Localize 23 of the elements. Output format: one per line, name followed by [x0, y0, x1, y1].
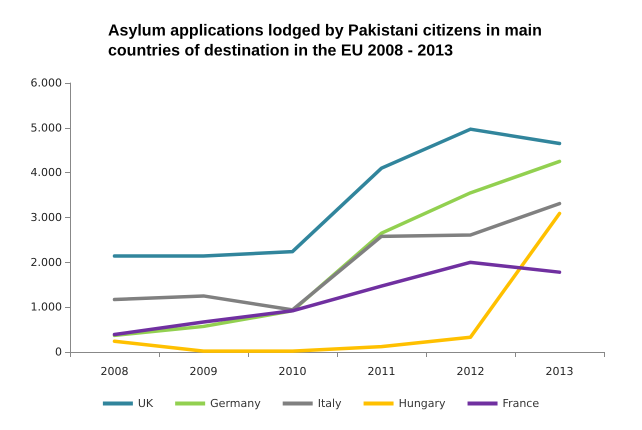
- line-series: [112, 260, 562, 336]
- x-tick-label: 2012: [456, 365, 484, 378]
- y-tick-label: 4.000: [30, 166, 62, 180]
- y-tick-label: 0: [55, 346, 62, 358]
- x-tick-label: 2010: [278, 365, 306, 378]
- y-tick-label: 6.000: [30, 76, 62, 90]
- line-series: [112, 127, 562, 258]
- x-tick-label: 2008: [100, 365, 128, 378]
- y-tick-label: 1.000: [30, 300, 62, 314]
- x-tick-label: 2011: [368, 365, 396, 378]
- legend-label: Hungary: [398, 397, 446, 410]
- legend-label: Germany: [210, 397, 262, 410]
- y-tick-label: 3.000: [30, 211, 62, 224]
- legend-label: France: [502, 397, 540, 410]
- line-series: [112, 212, 562, 353]
- x-tick-label: 2009: [190, 365, 218, 378]
- legend-label: UK: [138, 397, 154, 410]
- y-tick-label: 2.000: [30, 256, 62, 269]
- line-series: [112, 202, 562, 312]
- y-tick-label: 5.000: [30, 121, 62, 134]
- chart-title: Asylum applications lodged by Pakistani citizens in main countries of destination in the EU 2008 - 2013: [108, 22, 546, 60]
- x-tick-label: 2013: [546, 365, 574, 378]
- legend-label: Italy: [318, 397, 342, 410]
